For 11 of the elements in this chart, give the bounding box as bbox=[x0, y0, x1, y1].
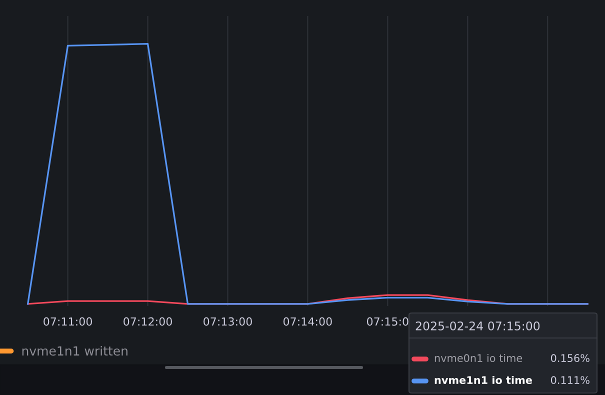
text: 0.156% bbox=[550, 354, 590, 362]
x-tick-label: 07:12:00 bbox=[124, 317, 172, 326]
x-tick-label: 07:11:00 bbox=[44, 317, 92, 326]
legend-label: nvme1n1 io time bbox=[434, 376, 532, 384]
text: 2025-02-24 07:15:00 bbox=[416, 321, 540, 330]
legend-label: nvme0n1 io time bbox=[434, 354, 522, 362]
x-tick-label: 07:15:0 bbox=[366, 317, 408, 326]
legend-label: nvme1n1 written bbox=[22, 346, 128, 356]
x-tick-label: 07:14:00 bbox=[283, 317, 332, 326]
x-tick-label: 07:13:00 bbox=[204, 317, 252, 326]
text: 0.111% bbox=[550, 376, 590, 384]
